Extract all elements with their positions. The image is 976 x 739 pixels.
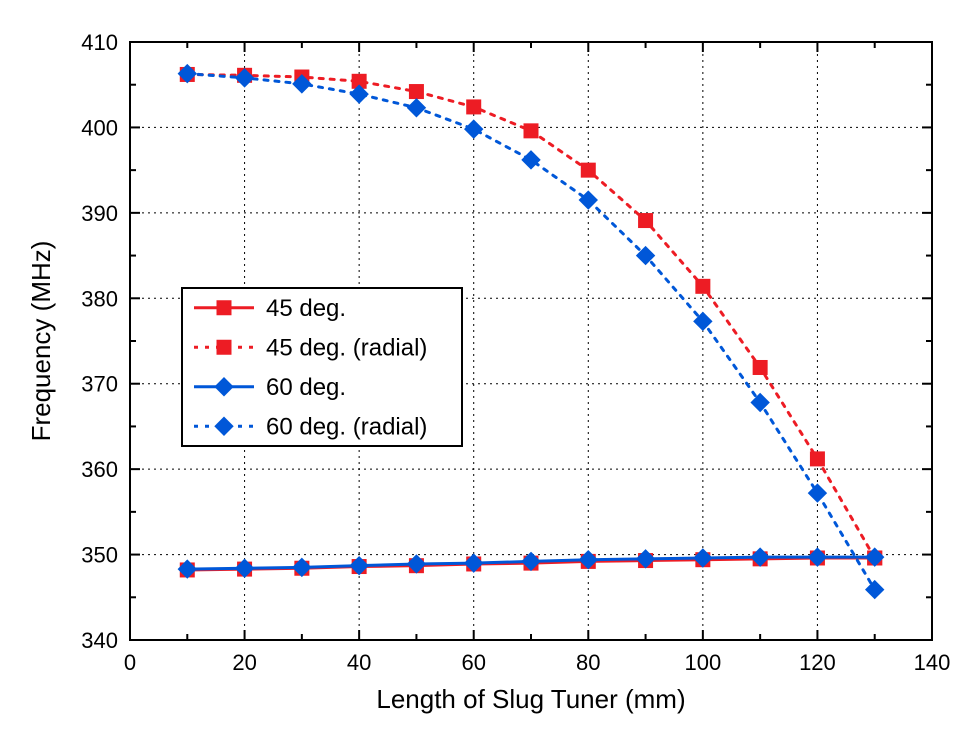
legend-label: 45 deg. (radial) <box>266 335 427 362</box>
x-tick-label: 0 <box>124 650 136 675</box>
legend-label: 60 deg. (radial) <box>266 414 427 441</box>
x-tick-label: 60 <box>461 650 485 675</box>
x-tick-label: 120 <box>799 650 836 675</box>
y-tick-label: 360 <box>81 457 118 482</box>
x-axis-label: Length of Slug Tuner (mm) <box>376 684 685 714</box>
y-tick-label: 400 <box>81 115 118 140</box>
x-tick-label: 100 <box>684 650 721 675</box>
y-tick-label: 410 <box>81 30 118 55</box>
y-tick-label: 380 <box>81 286 118 311</box>
frequency-vs-slug-length-chart: 0 20 40 60 80 100 120 140 340 350 360 370 380 390 400 4… <box>0 0 976 739</box>
legend-label: 60 deg. <box>266 374 346 401</box>
legend-label: 45 deg. <box>266 295 346 322</box>
x-tick-label: 20 <box>232 650 256 675</box>
y-tick-label: 340 <box>81 628 118 653</box>
legend: 45 deg. 45 deg. (radial) 60 deg. 60 deg. (r… <box>182 288 462 446</box>
y-tick-label: 390 <box>81 201 118 226</box>
x-tick-label: 80 <box>576 650 600 675</box>
x-tick-label: 140 <box>914 650 951 675</box>
y-axis-label: Frequency (MHz) <box>26 241 56 442</box>
chart-container: 0 20 40 60 80 100 120 140 340 350 360 370 380 390 400 4… <box>0 0 976 739</box>
x-tick-label: 40 <box>347 650 371 675</box>
y-tick-label: 350 <box>81 543 118 568</box>
y-tick-label: 370 <box>81 372 118 397</box>
